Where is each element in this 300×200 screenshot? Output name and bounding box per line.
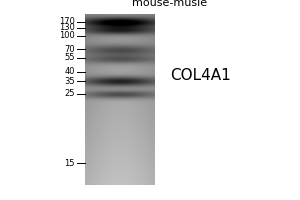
Text: mouse-musle: mouse-musle	[132, 0, 208, 8]
Text: 55: 55	[64, 53, 75, 62]
Text: 100: 100	[59, 31, 75, 40]
Text: 25: 25	[64, 90, 75, 98]
Text: 170: 170	[59, 18, 75, 26]
Text: COL4A1: COL4A1	[170, 68, 231, 82]
Text: 40: 40	[64, 68, 75, 76]
Text: 130: 130	[59, 23, 75, 32]
Text: 70: 70	[64, 45, 75, 53]
Text: 15: 15	[64, 158, 75, 168]
Text: 35: 35	[64, 76, 75, 86]
